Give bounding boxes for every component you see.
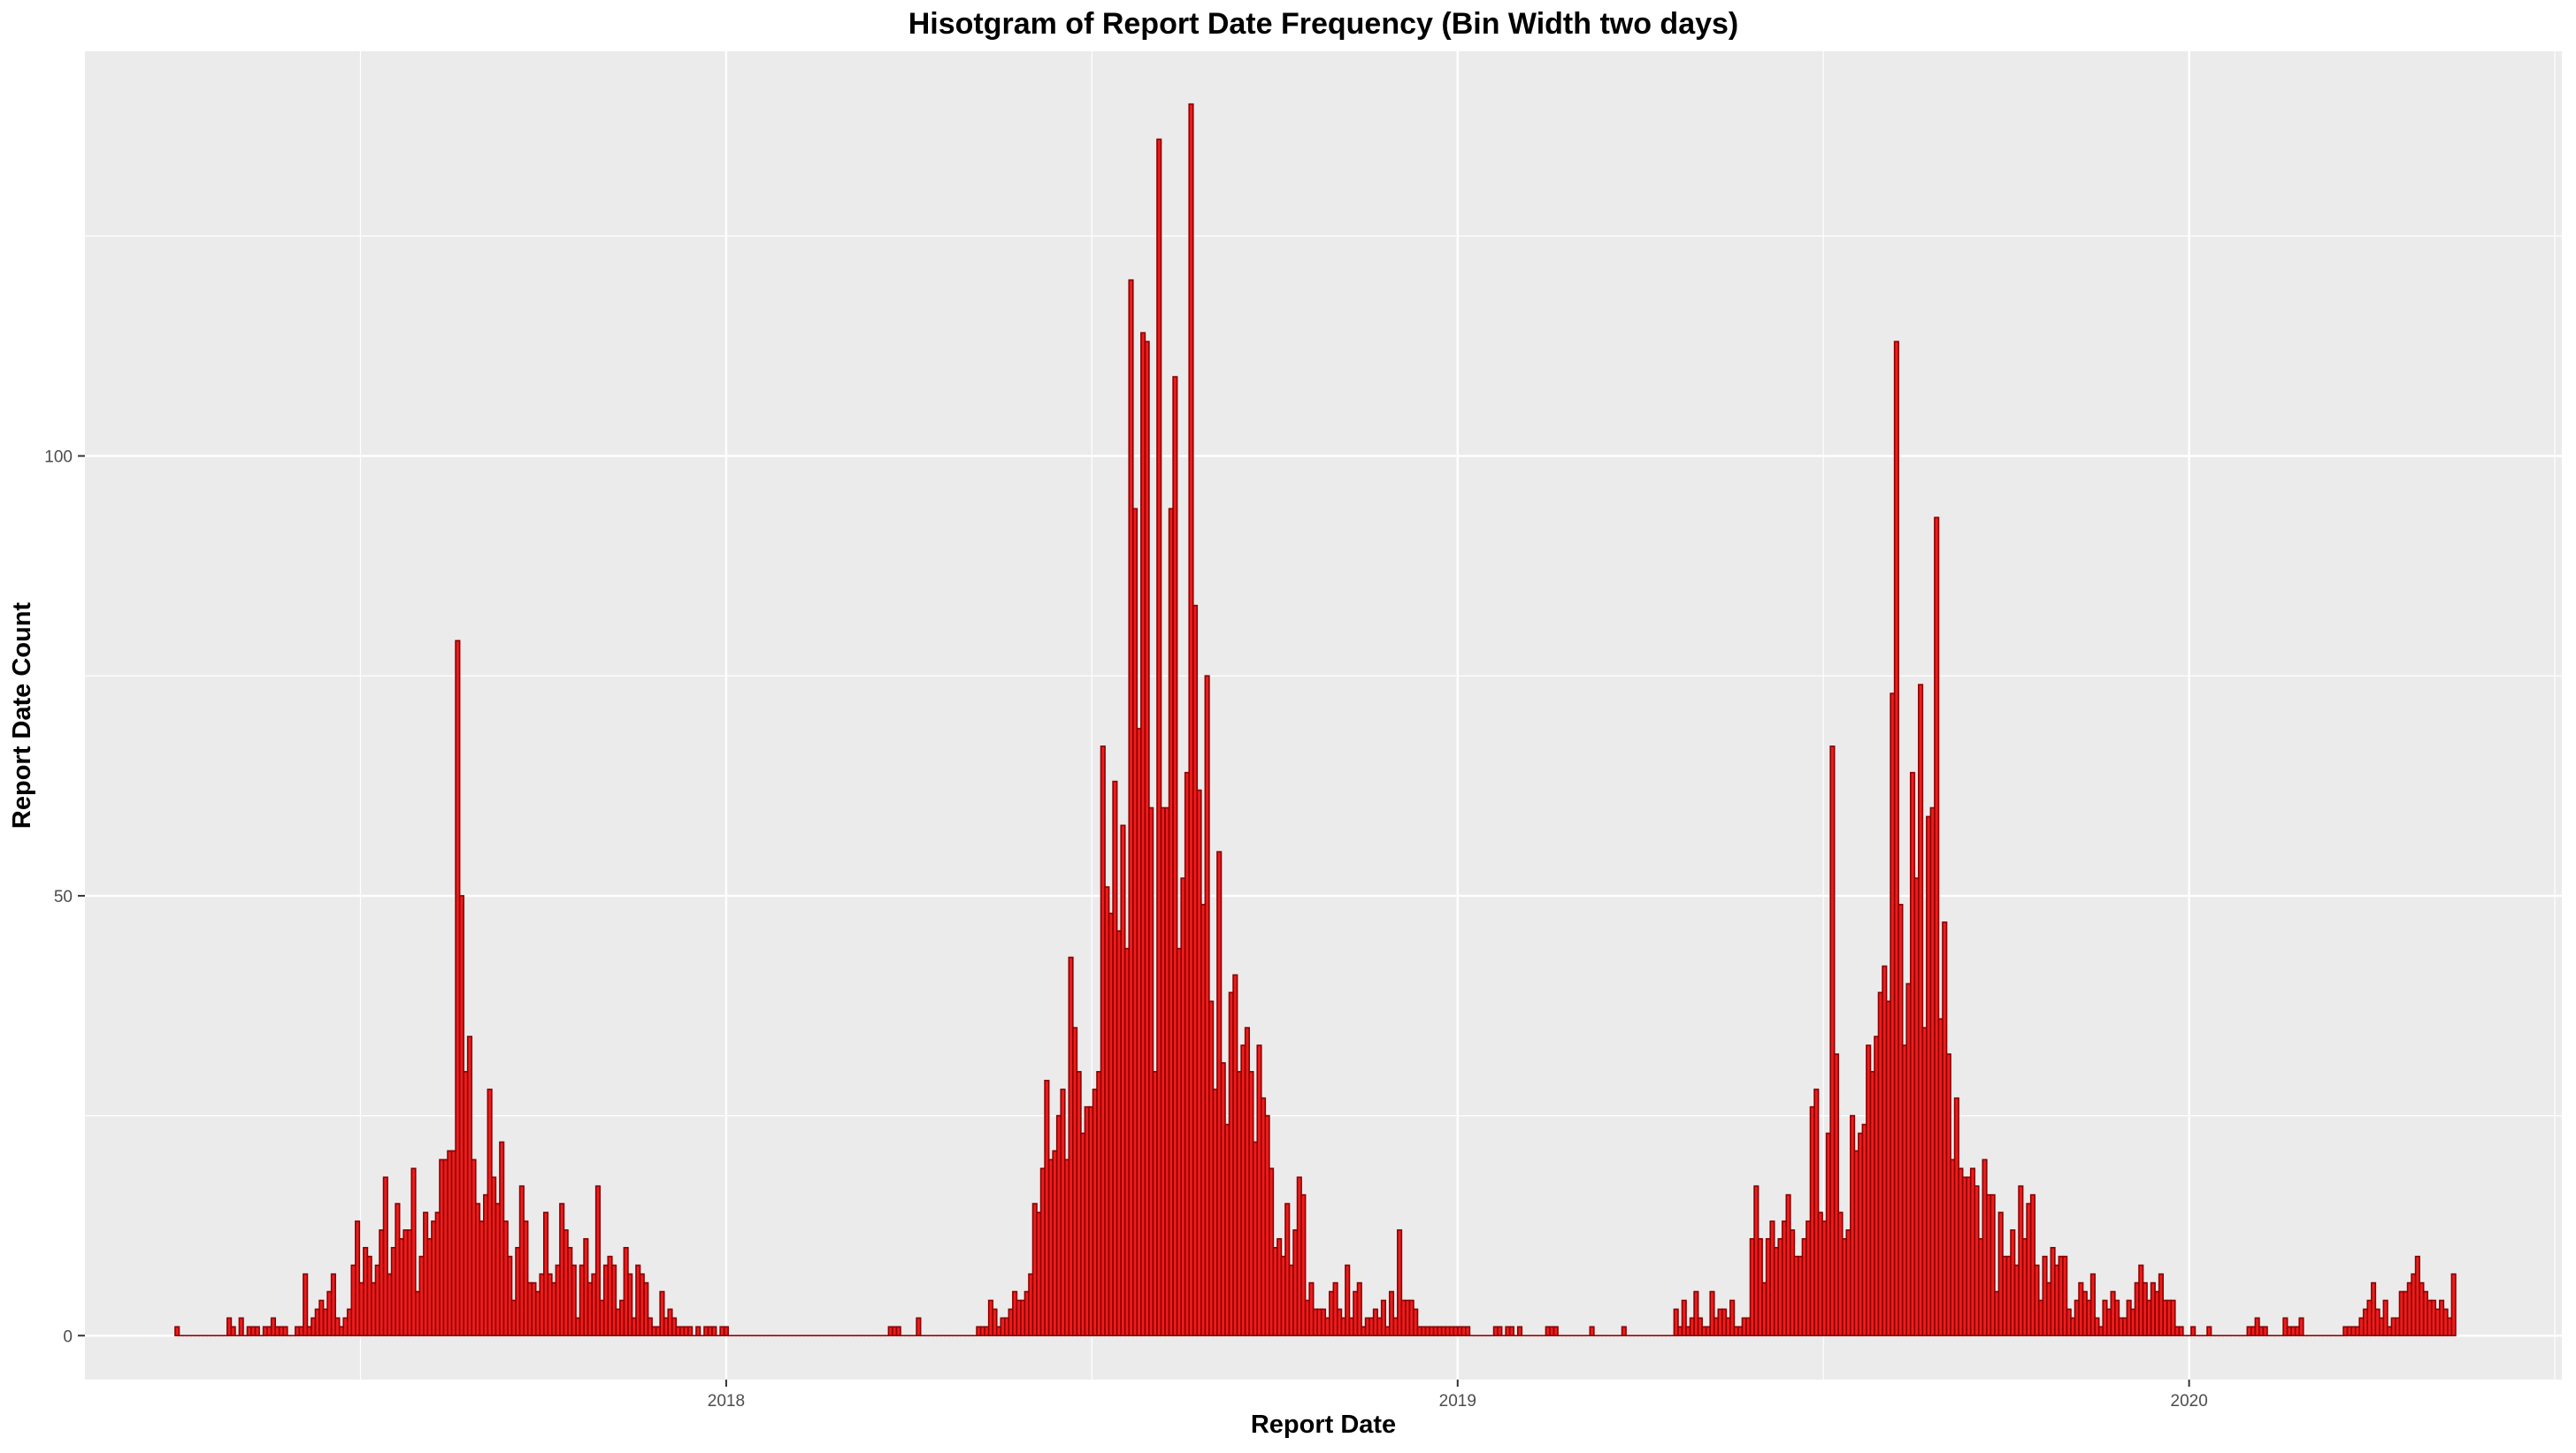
histogram-bar — [1498, 1327, 1502, 1335]
histogram-bar — [1518, 1327, 1522, 1335]
histogram-bar — [283, 1327, 288, 1335]
y-axis: 0 50 100 — [44, 448, 85, 1347]
y-tick-label: 0 — [63, 1327, 73, 1346]
histogram-bar — [2191, 1327, 2196, 1335]
x-tick-label: 2020 — [2171, 1392, 2208, 1411]
chart-title: Hisotgram of Report Date Frequency (Bin … — [908, 7, 1739, 41]
x-tick-label: 2019 — [1439, 1392, 1476, 1411]
histogram-bar — [916, 1318, 921, 1335]
y-axis-title: Report Date Count — [8, 602, 36, 830]
histogram-bar — [231, 1327, 235, 1335]
histogram-bar — [696, 1327, 701, 1335]
histogram-bar — [2179, 1327, 2183, 1335]
histogram-bar — [1510, 1327, 1514, 1335]
histogram-bar — [688, 1327, 693, 1335]
histogram-bar — [712, 1327, 717, 1335]
histogram-bar — [1466, 1327, 1470, 1335]
x-tick-label: 2018 — [708, 1392, 745, 1411]
histogram-bar — [256, 1327, 260, 1335]
histogram-bar — [724, 1327, 729, 1335]
histogram-bar — [2451, 1274, 2456, 1336]
histogram-bar — [1590, 1327, 1594, 1335]
y-tick-label: 50 — [54, 888, 73, 906]
x-axis-title: Report Date — [1251, 1411, 1396, 1439]
histogram-bar — [239, 1318, 243, 1335]
histogram-bar — [2207, 1327, 2212, 1335]
histogram-bar — [1554, 1327, 1559, 1335]
x-axis: 2018 2019 2020 — [708, 1380, 2208, 1411]
histogram-bar — [2299, 1318, 2304, 1335]
histogram-bar — [175, 1327, 180, 1335]
histogram-bar — [896, 1327, 901, 1335]
histogram-bar — [2263, 1327, 2267, 1335]
histogram-bar — [1622, 1327, 1627, 1335]
y-tick-label: 100 — [44, 448, 73, 467]
